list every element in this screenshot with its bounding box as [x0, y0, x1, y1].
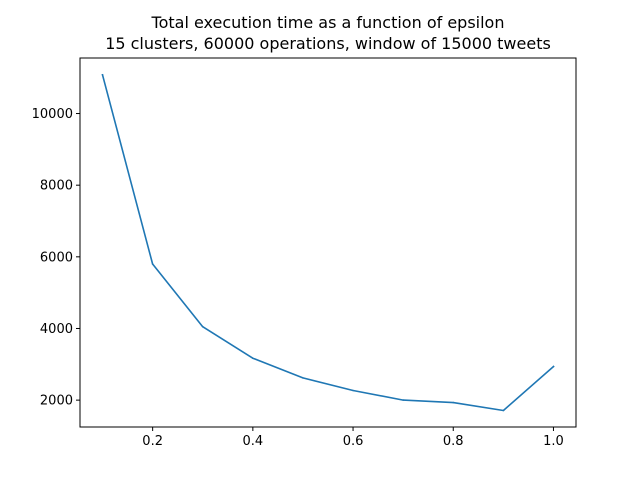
data-point [101, 74, 104, 76]
data-point [352, 389, 354, 392]
chart-title: Total execution time as a function of ep… [151, 13, 505, 32]
chart-subtitle: 15 clusters, 60000 operations, window of… [105, 34, 551, 53]
data-point [302, 377, 304, 379]
x-tick-label: 1.0 [543, 434, 564, 449]
data-point [252, 357, 254, 360]
x-tick-label: 0.2 [142, 434, 163, 449]
data-point [502, 409, 505, 412]
x-tick-label: 0.6 [343, 434, 364, 449]
y-tick-label: 8000 [40, 179, 73, 194]
data-point [151, 263, 154, 265]
data-point [201, 325, 204, 328]
y-tick-label: 6000 [40, 250, 73, 265]
plot-area [80, 58, 576, 427]
x-tick-label: 0.8 [443, 434, 464, 449]
x-axis-ticks: 0.2 0.4 0.6 0.8 1.0 [142, 427, 564, 449]
y-axis-ticks: 2000 4000 6000 8000 10000 [32, 107, 80, 409]
data-point [552, 365, 555, 368]
plot-frame [79, 57, 577, 428]
y-tick-label: 10000 [32, 107, 73, 122]
data-point [452, 401, 455, 404]
series-line-0 [101, 73, 555, 412]
y-tick-label: 2000 [40, 394, 73, 409]
x-tick-label: 0.4 [243, 434, 264, 449]
series-layer [101, 73, 555, 412]
y-tick-label: 4000 [40, 322, 73, 337]
data-point [402, 399, 405, 401]
